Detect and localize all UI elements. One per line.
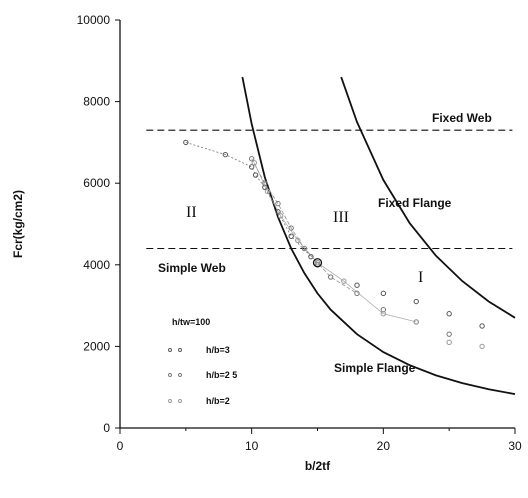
data-point: [264, 188, 271, 195]
x-tick-label: 0: [117, 439, 124, 453]
data-point: [251, 160, 258, 166]
legend-label: h/b=3: [206, 345, 230, 355]
legend-marker: [178, 348, 182, 352]
label-simple-web: Simple Web: [158, 261, 226, 275]
y-tick-label: 4000: [83, 258, 110, 272]
data-point: [288, 233, 294, 239]
y-tick-label: 0: [103, 421, 110, 435]
x-tick-label: 20: [377, 439, 391, 453]
legend-marker: [178, 399, 182, 403]
x-tick-label: 30: [508, 439, 522, 453]
x-axis-title: b/2tf: [305, 459, 331, 473]
data-point: [312, 258, 323, 268]
data-point: [252, 172, 259, 178]
data-point: [248, 156, 255, 162]
test-trace: [253, 162, 417, 323]
annotations: Fixed Web Fixed Flange Simple Web Simple Fl…: [158, 111, 492, 406]
label-region-i: I: [418, 269, 423, 286]
data-point: [479, 323, 485, 329]
y-tick-label: 6000: [83, 176, 110, 190]
y-tick-label: 2000: [83, 339, 110, 353]
data-point: [327, 274, 334, 280]
data-point: [479, 343, 485, 350]
data-point: [446, 331, 452, 337]
legend-label: h/b=2 5: [206, 370, 237, 380]
data-point: [446, 339, 452, 346]
data-point: [248, 164, 255, 170]
data-point: [314, 260, 321, 266]
axes: 0 10 20 30 0 2000 4000 6000 8000 10000 b/2tf Fcr(kg…: [11, 13, 522, 473]
legend-title: h/tw=100: [172, 317, 210, 327]
data-point: [301, 245, 308, 252]
test-trace: [185, 142, 312, 257]
data-point: [413, 298, 419, 305]
label-simple-flange: Simple Flange: [334, 361, 416, 375]
data-point: [380, 290, 387, 297]
data-point: [275, 200, 281, 207]
data-point: [354, 282, 360, 288]
label-fixed-flange: Fixed Flange: [378, 196, 452, 210]
test-points: [183, 139, 485, 350]
y-tick-label: 10000: [77, 13, 111, 27]
legend-marker: [178, 373, 182, 377]
data-point: [277, 213, 284, 219]
y-axis-title: Fcr(kg/cm2): [11, 190, 25, 258]
label-region-ii: II: [186, 204, 197, 221]
legend-marker: [168, 399, 172, 403]
data-point: [222, 151, 229, 158]
legend-label: h/b=2: [206, 396, 230, 406]
legend-marker: [168, 373, 172, 377]
series-fixed-flange: [340, 76, 516, 319]
legend-marker: [168, 348, 172, 352]
label-fixed-web: Fixed Web: [432, 111, 492, 125]
data-point: [295, 237, 301, 244]
data-point: [413, 319, 419, 325]
label-region-iii: III: [333, 209, 349, 226]
data-point: [275, 209, 281, 215]
data-point: [308, 253, 314, 260]
data-point: [341, 278, 347, 284]
data-point: [446, 311, 452, 317]
data-point: [183, 139, 189, 146]
y-tick-label: 8000: [83, 95, 110, 109]
x-tick-label: 10: [245, 439, 259, 453]
data-point: [380, 311, 387, 317]
